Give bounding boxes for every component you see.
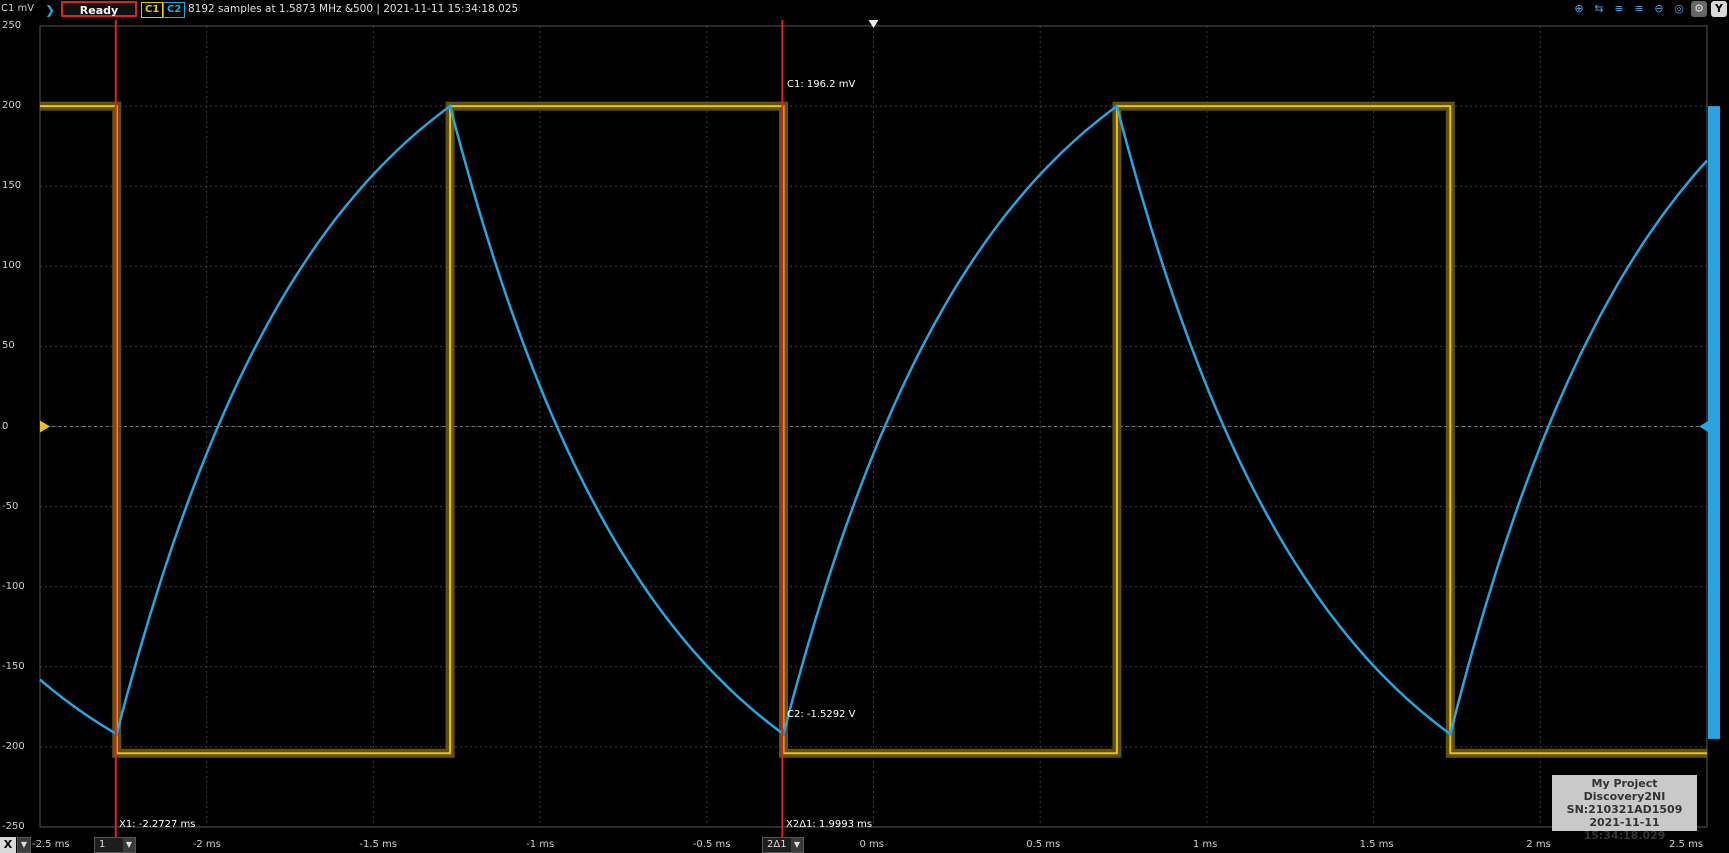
channel-c2-button[interactable]: C2 <box>163 2 186 18</box>
y-tick-label: -100 <box>2 580 25 592</box>
x-tick-label: -0.5 ms <box>692 839 731 850</box>
y-tick-label: -200 <box>2 740 25 752</box>
run-arrow-icon[interactable]: ❯ <box>45 3 56 17</box>
cursor-x1-label: X1: -2.2727 ms <box>119 819 196 830</box>
y-tick-label: 50 <box>2 340 15 352</box>
x-axis-button[interactable]: X <box>0 837 16 853</box>
device-name: Discovery2NI <box>1583 790 1666 803</box>
settings-icon[interactable]: ⚙ <box>1691 1 1707 17</box>
trigger-position-icon <box>868 20 879 28</box>
cursor-delta-value: 2Δ1 <box>767 839 787 850</box>
zoom-in-icon[interactable]: ⊕ <box>1574 2 1584 15</box>
zoom-reset-icon[interactable]: ◎ <box>1674 2 1684 15</box>
y-tick-label: 0 <box>2 420 9 432</box>
badge-timestamp: 2021-11-11 15:34:18.029 <box>1583 816 1666 842</box>
c1-offset-marker-icon <box>40 420 50 433</box>
zoom-y-icon[interactable]: ≡ <box>1614 2 1624 15</box>
y-tick-label: -50 <box>2 500 19 512</box>
cursor-x2-label: X2Δ1: 1.9993 ms <box>786 819 873 830</box>
y-tick-label: 150 <box>2 180 22 192</box>
zoom-x-icon[interactable]: ⇆ <box>1594 2 1604 15</box>
x-tick-label: 1.5 ms <box>1359 839 1394 850</box>
device-info-badge: My Project Discovery2NI SN:210321AD1509 … <box>1552 775 1697 842</box>
y-tick-label: 100 <box>2 260 22 272</box>
x-tick-label: 1 ms <box>1192 839 1218 850</box>
chevron-down-icon: ▼ <box>791 838 803 852</box>
x-tick-label: 0.5 ms <box>1026 839 1061 850</box>
x-axis-dropdown[interactable]: ▼ <box>17 837 31 853</box>
c2-trace <box>39 104 1708 737</box>
x-tick-label: 0 ms <box>859 839 885 850</box>
y-tick-label: 200 <box>2 100 22 112</box>
x-tick-label: 2 ms <box>1526 839 1551 850</box>
x-tick-label: -2 ms <box>192 839 221 850</box>
chevron-down-icon: ▼ <box>123 838 135 852</box>
cursor-c1-readout: C1: 196.2 mV <box>787 79 856 90</box>
zoom-toolbar: ⊕ ⇆ ≡ ≡ ⊖ ◎ ⚙ Y <box>1571 1 1727 19</box>
top-toolbar: C1 mV ❯ Ready C1 C2 8192 samples at 1.58… <box>0 0 1729 20</box>
y-tick-label: -250 <box>2 821 25 832</box>
zoom-fit-icon[interactable]: ≡ <box>1634 2 1644 15</box>
x-tick-label: 2.5 ms <box>1669 839 1704 850</box>
x-tick-label: -1 ms <box>526 839 555 850</box>
cursor-ref-value: 1 <box>99 839 106 850</box>
x-tick-label: -2.5 ms <box>32 839 70 850</box>
serial-number: SN:210321AD1509 <box>1566 803 1683 816</box>
chevron-down-icon: ▼ <box>18 838 30 852</box>
zoom-out-icon[interactable]: ⊖ <box>1654 2 1664 15</box>
c2-offset-marker-icon <box>1699 420 1709 433</box>
cursor-delta-dropdown[interactable]: 2Δ1 ▼ <box>762 837 804 853</box>
y-axis-unit: C1 mV <box>1 3 35 14</box>
cursor-c2-readout: C2: -1.5292 V <box>787 709 856 720</box>
project-name: My Project <box>1591 777 1658 790</box>
y-tick-label: 250 <box>2 20 22 31</box>
cursor-ref-dropdown[interactable]: 1 ▼ <box>94 837 136 853</box>
acquisition-info: 8192 samples at 1.5873 MHz &500 | 2021-1… <box>188 3 519 15</box>
x-tick-label: -1.5 ms <box>359 839 398 850</box>
y-axis-button[interactable]: Y <box>1711 1 1727 17</box>
c2-scale-bar <box>1708 106 1720 739</box>
status-ready-button[interactable]: Ready <box>61 1 137 17</box>
channel-c1-button[interactable]: C1 <box>141 2 164 18</box>
y-tick-label: -150 <box>2 660 25 672</box>
